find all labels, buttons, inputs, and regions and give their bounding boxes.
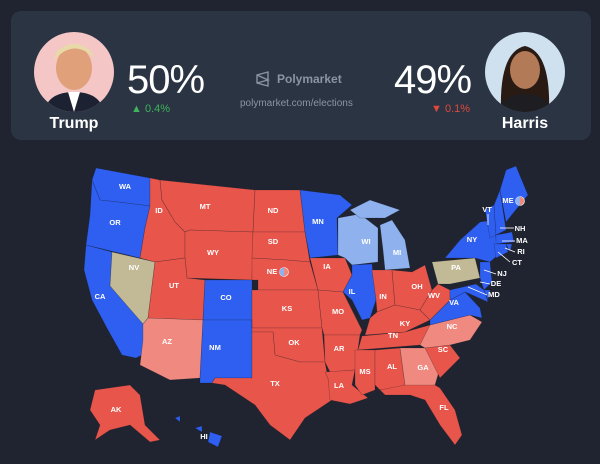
state-fl[interactable]	[379, 384, 463, 446]
state-label-ks: KS	[282, 304, 292, 313]
state-label-ca: CA	[95, 292, 106, 301]
state-mo[interactable]	[317, 289, 363, 336]
labels-layer: WA OR CA NV ID MT WY UT CO AZ NM ND SD NE KS OK TX MN IA MO…	[95, 182, 529, 441]
state-az[interactable]	[139, 317, 204, 381]
state-label-ak: AK	[111, 405, 122, 414]
elections-url[interactable]: polymarket.com/elections	[240, 98, 353, 109]
state-label-ok: OK	[288, 338, 300, 347]
state-label-ms: MS	[359, 367, 370, 376]
left-candidate-change: ▲ 0.4%	[131, 103, 171, 115]
state-sd[interactable]	[251, 231, 311, 263]
state-ct[interactable]	[493, 243, 509, 259]
leader-line-nj	[483, 269, 497, 275]
state-label-wi: WI	[361, 237, 370, 246]
state-label-vt: VT	[482, 205, 492, 214]
state-nd[interactable]	[252, 189, 306, 233]
state-label-nj: NJ	[497, 269, 507, 278]
state-label-hi: HI	[200, 432, 208, 441]
state-label-ne: NE	[267, 267, 277, 276]
polymarket-logo-icon	[256, 71, 271, 87]
right-candidate-percent: 49%	[394, 58, 472, 102]
state-label-sc: SC	[438, 345, 449, 354]
state-label-nh: NH	[515, 224, 526, 233]
state-ca[interactable]	[83, 244, 161, 359]
state-label-de: DE	[491, 279, 501, 288]
state-label-nv: NV	[129, 263, 139, 272]
leader-line-de	[479, 281, 491, 285]
state-mi[interactable]	[349, 199, 401, 219]
state-label-id: ID	[155, 206, 163, 215]
state-nh[interactable]	[493, 188, 507, 236]
left-candidate-percent: 50%	[127, 58, 205, 102]
state-label-nd: ND	[268, 206, 279, 215]
leader-line-ri	[504, 247, 516, 253]
split-vote-icon-ne	[279, 267, 289, 277]
state-nm[interactable]	[199, 319, 253, 384]
state-label-fl: FL	[439, 403, 449, 412]
state-md[interactable]	[449, 283, 489, 303]
triangle-up-icon: ▲	[131, 103, 142, 115]
state-label-ri: RI	[517, 247, 525, 256]
state-label-mt: MT	[200, 202, 211, 211]
state-label-ma: MA	[516, 236, 528, 245]
state-label-oh: OH	[411, 282, 422, 291]
state-label-ga: GA	[417, 363, 429, 372]
state-me[interactable]	[499, 165, 529, 223]
states-layer	[83, 165, 529, 448]
state-label-mo: MO	[332, 307, 344, 316]
state-ak[interactable]	[89, 384, 161, 443]
state-nc[interactable]	[419, 314, 483, 349]
state-label-ny: NY	[467, 235, 477, 244]
harris-avatar	[485, 32, 565, 112]
state-la[interactable]	[324, 369, 369, 405]
state-label-md: MD	[488, 290, 500, 299]
us-electoral-map: WA OR CA NV ID MT WY UT CO AZ NM ND SD NE KS OK TX MN IA MO…	[83, 165, 529, 448]
state-label-tx: TX	[270, 379, 280, 388]
state-label-me: ME	[502, 196, 513, 205]
right-candidate-change: ▼ 0.1%	[431, 103, 471, 115]
state-label-pa: PA	[451, 263, 461, 272]
brand-name: Polymarket	[277, 72, 342, 86]
state-label-mn: MN	[312, 217, 324, 226]
left-candidate-name: Trump	[49, 115, 99, 132]
state-label-ar: AR	[334, 344, 345, 353]
state-hi[interactable]	[194, 425, 203, 433]
leader-line-md	[467, 286, 488, 296]
state-label-il: IL	[349, 287, 356, 296]
state-label-ia: IA	[323, 262, 331, 271]
state-hi[interactable]	[174, 415, 181, 423]
leader-line-ct	[497, 251, 511, 263]
state-label-ky: KY	[400, 319, 410, 328]
state-pa[interactable]	[431, 257, 481, 285]
state-label-co: CO	[220, 293, 231, 302]
state-mi[interactable]	[379, 219, 411, 271]
state-label-mi: MI	[393, 248, 401, 257]
state-label-al: AL	[387, 362, 397, 371]
odds-card: Trump 50% ▲ 0.4% Polymarket polymarket.c…	[11, 11, 591, 140]
state-label-wv: WV	[428, 291, 440, 300]
state-label-or: OR	[109, 218, 121, 227]
state-label-ut: UT	[169, 281, 179, 290]
state-wi[interactable]	[337, 213, 379, 266]
state-label-az: AZ	[162, 337, 172, 346]
polymarket-logo: Polymarket	[255, 71, 342, 87]
state-tx[interactable]	[211, 331, 333, 441]
state-label-nm: NM	[209, 343, 221, 352]
triangle-down-icon: ▼	[431, 103, 442, 115]
state-label-wa: WA	[119, 182, 132, 191]
state-label-nc: NC	[447, 322, 458, 331]
state-label-ct: CT	[512, 258, 522, 267]
state-mn[interactable]	[299, 189, 353, 259]
state-hi[interactable]	[207, 431, 223, 448]
split-vote-icon-me	[515, 196, 525, 206]
state-label-tn: TN	[388, 331, 398, 340]
state-label-va: VA	[449, 298, 459, 307]
state-label-la: LA	[334, 381, 345, 390]
trump-avatar	[34, 32, 114, 112]
state-ar[interactable]	[323, 334, 361, 373]
state-label-wy: WY	[207, 248, 219, 257]
state-label-sd: SD	[268, 237, 279, 246]
right-candidate-name: Harris	[501, 115, 549, 132]
state-label-in: IN	[379, 292, 387, 301]
